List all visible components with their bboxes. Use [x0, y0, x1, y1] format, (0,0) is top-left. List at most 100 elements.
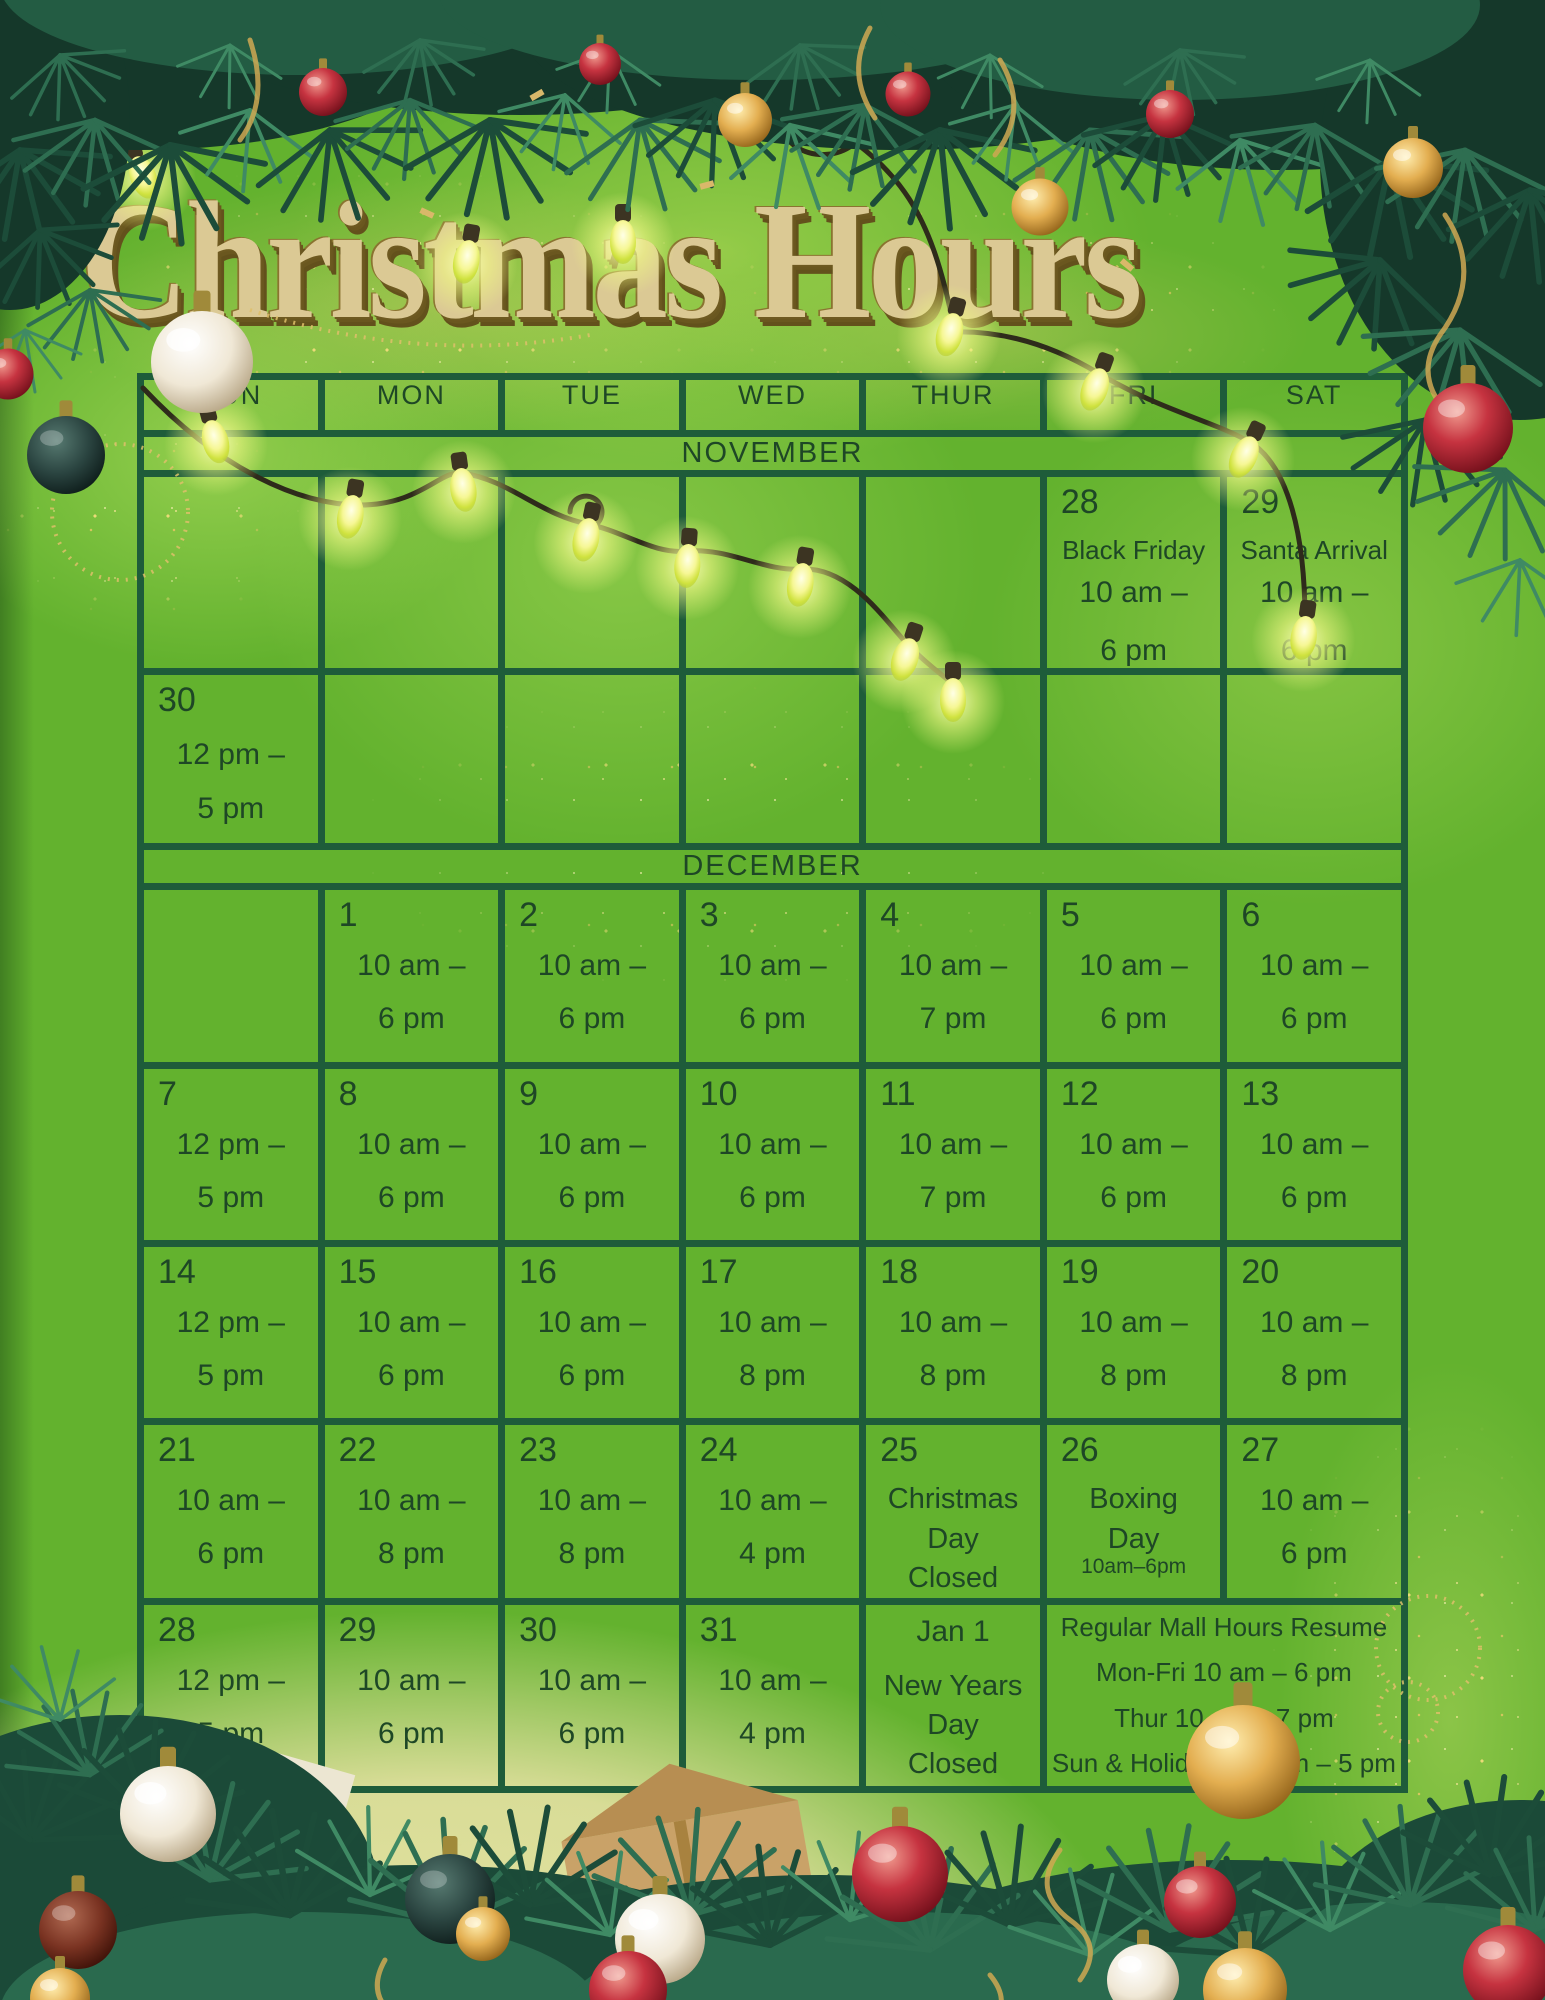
hours-line: 10 am –: [718, 1306, 827, 1340]
date-number: 5: [1060, 895, 1080, 934]
month-band-november: NOVEMBER: [137, 430, 1408, 477]
closed-line: Closed: [907, 1748, 999, 1781]
event-line: Boxing: [1089, 1483, 1178, 1516]
month-label: DECEMBER: [682, 849, 863, 882]
empty-day-cell: [1039, 667, 1228, 850]
date-number: 23: [519, 1430, 557, 1469]
hours-small: 10am–6pm: [1081, 1554, 1187, 1578]
empty-day-cell: [498, 470, 686, 675]
resume-line: Mon-Fri 10 am – 6 pm: [1096, 1657, 1352, 1688]
weekday-wed: WED: [678, 373, 867, 437]
hours-line: 10 am –: [718, 1128, 827, 1162]
date-number: 12: [1060, 1074, 1099, 1113]
hours-line: 10 am –: [537, 1484, 647, 1518]
hours-line: 10 am –: [718, 1484, 827, 1518]
calendar-cell-nov-30: 30 12 pm – 5 pm: [137, 667, 325, 850]
hours-line: 10 am –: [357, 1484, 466, 1518]
resume-title: Regular Mall Hours Resume: [1060, 1611, 1388, 1642]
closed-line: New Years: [883, 1669, 1023, 1702]
hours-line: 6 pm: [377, 1359, 445, 1393]
hours-line: 10 am –: [718, 949, 827, 983]
resume-line: Sun & Holidays 12 pm – 5 pm: [1051, 1748, 1396, 1779]
hours-line: 8 pm: [739, 1359, 806, 1393]
empty-day-cell: [137, 882, 325, 1069]
hours-line: 10 am –: [357, 1306, 466, 1340]
hours-line: 6 pm: [1280, 633, 1348, 667]
closed-line: Closed: [907, 1561, 999, 1594]
date-number: 30: [519, 1610, 557, 1649]
date-number: 14: [158, 1252, 196, 1291]
date-number: 16: [519, 1252, 557, 1291]
december-week2-row: 7 12 pm – 5 pm 8 10 am – 6 pm 9 10 am – 6 pm 1…: [137, 1061, 1408, 1247]
event-label: Santa Arrival: [1240, 534, 1388, 565]
hours-line: 8 pm: [1280, 1359, 1348, 1393]
date-number: 29: [1241, 483, 1280, 521]
event-line: Day: [1107, 1522, 1160, 1555]
hours-line: 10 am –: [1259, 1306, 1369, 1340]
calendar-cell-dec-21: 21 10 am – 6 pm: [137, 1417, 325, 1605]
hours-line: 6 pm: [1100, 633, 1167, 667]
calendar-cell-dec-10: 10 10 am – 6 pm: [678, 1061, 867, 1247]
hours-line: 12 pm –: [176, 1128, 285, 1162]
hours-line: 8 pm: [1100, 1359, 1167, 1393]
hours-line: 6 pm: [197, 1537, 265, 1571]
corner-paper-patch: [1487, 0, 1545, 210]
date-number: 1: [338, 895, 358, 934]
hours-line: 6 pm: [377, 1002, 445, 1036]
hours-line: 10 am –: [898, 949, 1008, 983]
empty-day-cell: [859, 470, 1047, 675]
date-number: 3: [699, 895, 719, 934]
calendar-cell-dec-6: 6 10 am – 6 pm: [1220, 882, 1408, 1069]
hours-line: 5 pm: [197, 1717, 265, 1751]
calendar-cell-dec-29: 29 10 am – 6 pm: [317, 1597, 506, 1793]
empty-day-cell: [137, 470, 325, 675]
hours-line: 7 pm: [919, 1181, 987, 1215]
month-band-december: DECEMBER: [137, 842, 1408, 890]
december-band-row: DECEMBER: [137, 842, 1408, 890]
calendar-cell-dec-3: 3 10 am – 6 pm: [678, 882, 867, 1069]
calendar-cell-dec-24: 24 10 am – 4 pm: [678, 1417, 867, 1605]
empty-day-cell: [317, 667, 506, 850]
hours-line: 10 am –: [1079, 1306, 1188, 1340]
hours-line: 10 am –: [1259, 1484, 1369, 1518]
date-number: 28: [158, 1610, 196, 1649]
date-number: 27: [1241, 1430, 1280, 1469]
month-label: NOVEMBER: [681, 437, 864, 469]
calendar-cell-dec-13: 13 10 am – 6 pm: [1220, 1061, 1408, 1247]
calendar-cell-dec-16: 16 10 am – 6 pm: [498, 1239, 686, 1425]
hours-line: 6 pm: [558, 1002, 626, 1036]
date-number: 6: [1241, 895, 1261, 934]
hours-line: 10 am –: [718, 1664, 827, 1698]
hours-line: 10 am –: [1079, 575, 1188, 609]
hours-line: 10 am –: [357, 949, 466, 983]
calendar-cell-dec-4: 4 10 am – 7 pm: [859, 882, 1047, 1069]
weekday-label: MON: [376, 380, 446, 410]
closed-line: Day: [927, 1522, 979, 1555]
hours-line: 5 pm: [197, 792, 265, 826]
date-number: 7: [158, 1074, 177, 1113]
calendar-cell-dec-19: 19 10 am – 8 pm: [1039, 1239, 1228, 1425]
hours-line: 10 am –: [537, 1128, 647, 1162]
hours-line: 6 pm: [739, 1002, 806, 1036]
empty-day-cell: [498, 667, 686, 850]
hours-line: 6 pm: [558, 1359, 626, 1393]
hours-line: 10 am –: [537, 949, 647, 983]
calendar-cell-dec-30: 30 10 am – 6 pm: [498, 1597, 686, 1793]
date-number: 19: [1060, 1252, 1099, 1291]
date-number: 18: [880, 1252, 919, 1291]
hours-line: 8 pm: [919, 1359, 987, 1393]
hours-line: 6 pm: [558, 1181, 626, 1215]
event-label: Black Friday: [1062, 534, 1206, 565]
date-number: 15: [338, 1252, 377, 1291]
hours-line: 6 pm: [558, 1717, 626, 1751]
weekday-label: WED: [737, 380, 807, 410]
date-number: 28: [1060, 483, 1099, 521]
hours-line: 10 am –: [898, 1128, 1008, 1162]
weekday-label: FRI: [1108, 380, 1159, 410]
hours-line: 10 am –: [1079, 949, 1188, 983]
calendar-cell-dec-22: 22 10 am – 8 pm: [317, 1417, 506, 1605]
calendar-cell-jan-1-new-years-closed: Jan 1 New Years Day Closed: [859, 1597, 1047, 1793]
closed-line: Christmas: [887, 1483, 1019, 1516]
weekday-label: SAT: [1285, 380, 1343, 410]
